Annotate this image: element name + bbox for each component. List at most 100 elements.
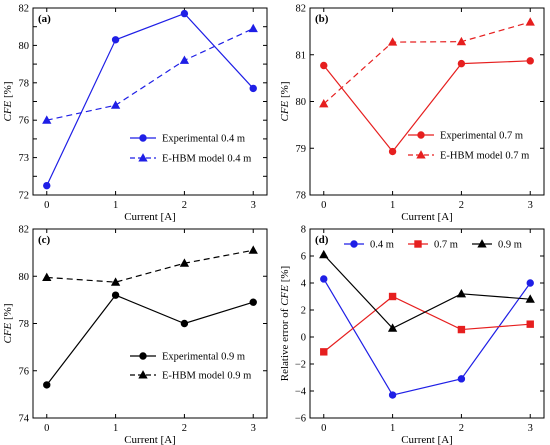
y-axis-title-italic: CFE: [279, 100, 291, 121]
data-point: [249, 84, 257, 93]
data-point: [42, 115, 52, 124]
y-tick-label: 76: [19, 116, 30, 127]
data-point: [319, 249, 329, 259]
y-tick-label: 80: [19, 272, 30, 283]
panel-label: (c): [38, 234, 51, 246]
data-point: [525, 17, 535, 26]
legend-marker: [417, 131, 425, 139]
y-tick-label: 76: [19, 366, 30, 377]
legend-marker: [138, 153, 148, 162]
y-tick-label: 80: [19, 41, 30, 52]
y-tick-label: 4: [301, 279, 307, 290]
data-point: [111, 291, 120, 299]
legend-label: E-HBM model 0.9 m: [162, 371, 251, 382]
series-line: [46, 28, 254, 121]
series-line: [323, 21, 531, 105]
series-line: [46, 249, 254, 283]
data-point: [320, 61, 328, 70]
data-point: [319, 99, 329, 108]
panel-label: (d): [315, 234, 329, 246]
x-axis-title: Current [A]: [401, 434, 453, 445]
y-axis-title-unit: [%]: [2, 303, 14, 322]
chart-panel-2: 0 1 2 3 78 79 80 81 82 (b) Current [A] CFE [%] Exper…: [279, 4, 545, 223]
data-point: [320, 348, 328, 356]
plot-frame: [309, 7, 545, 196]
legend-marker: [350, 240, 358, 248]
y-tick-label: 79: [296, 144, 307, 155]
data-point: [387, 323, 398, 332]
legend-label: E-HBM model 0.7 m: [440, 151, 529, 162]
x-tick-label: 1: [390, 423, 395, 434]
x-axis-title: Current [A]: [124, 211, 176, 223]
data-point: [42, 272, 52, 281]
data-point: [388, 147, 397, 156]
x-tick-label: 3: [528, 423, 533, 434]
x-axis-title: Current [A]: [401, 211, 453, 223]
y-tick-label: −6: [295, 414, 306, 425]
x-tick-label: 2: [182, 423, 187, 434]
series-line: [323, 295, 531, 353]
y-tick-label: 81: [296, 50, 307, 61]
data-point: [456, 288, 467, 298]
x-tick-label: 0: [44, 423, 49, 434]
y-axis-title: CFE [%]: [2, 303, 14, 343]
y-tick-label: −4: [295, 387, 307, 398]
legend-label: E-HBM model 0.4 m: [162, 154, 251, 165]
y-axis-title-italic: CFE: [2, 100, 14, 121]
data-point: [457, 325, 466, 334]
chart-panel-4: 0 1 2 3 −6 −4 −2 0 2 4 6 8 (d) Current [A] Relative er…: [279, 225, 545, 445]
y-tick-label: 78: [19, 319, 30, 330]
x-tick-label: 1: [113, 423, 118, 434]
data-point: [457, 375, 466, 383]
y-tick-label: 74: [19, 414, 30, 425]
legend-label: Experimental 0.9 m: [162, 352, 245, 363]
data-point: [388, 391, 397, 399]
x-tick-label: 3: [251, 423, 256, 434]
legend-label: Experimental 0.4 m: [162, 134, 245, 145]
chart-panel-3: 0 1 2 3 74 76 78 80 82 (c) Current [A] CFE [%] Exper…: [2, 225, 268, 445]
series-line: [323, 278, 531, 396]
y-axis-title: CFE [%]: [279, 81, 291, 121]
legend-marker: [416, 150, 426, 159]
y-tick-label: 78: [19, 78, 30, 89]
x-tick-label: 1: [113, 200, 118, 211]
legend: Experimental 0.4 m E-HBM model 0.4 m: [130, 134, 251, 165]
series-line: [46, 294, 254, 386]
y-axis-title: CFE [%]: [2, 81, 14, 121]
data-point: [43, 181, 51, 190]
y-axis-title-prefix: Relative error of: [279, 306, 291, 381]
x-tick-label: 2: [182, 200, 187, 211]
y-tick-label: 80: [296, 97, 307, 108]
legend-marker: [139, 352, 147, 360]
plot-frame: [309, 228, 545, 419]
x-tick-label: 0: [321, 200, 326, 211]
y-axis-title: Relative error of CFE [%]: [279, 266, 291, 381]
y-tick-label: 6: [301, 252, 306, 263]
panel-label: (b): [315, 13, 329, 25]
data-point: [110, 277, 121, 286]
data-point: [248, 23, 258, 33]
data-point: [110, 100, 121, 109]
legend-label: Experimental 0.7 m: [440, 131, 523, 142]
legend-marker: [414, 240, 422, 248]
y-tick-label: 82: [19, 4, 30, 15]
y-tick-label: 78: [296, 191, 307, 202]
legend-label: 0.9 m: [498, 240, 522, 251]
data-point: [179, 258, 190, 267]
data-point: [179, 55, 190, 64]
data-point: [320, 275, 328, 283]
y-tick-label: 82: [19, 225, 30, 236]
x-tick-label: 3: [528, 200, 533, 211]
data-point: [526, 320, 534, 328]
data-point: [180, 9, 189, 18]
legend-label: 0.4 m: [370, 240, 394, 251]
legend: Experimental 0.7 m E-HBM model 0.7 m: [408, 131, 529, 162]
data-point: [249, 298, 257, 306]
y-tick-label: 0: [301, 333, 306, 344]
data-point: [387, 37, 398, 46]
y-tick-label: 2: [301, 306, 306, 317]
legend-label: 0.7 m: [434, 240, 458, 251]
x-tick-label: 1: [390, 200, 395, 211]
plot-frame: [32, 7, 268, 196]
